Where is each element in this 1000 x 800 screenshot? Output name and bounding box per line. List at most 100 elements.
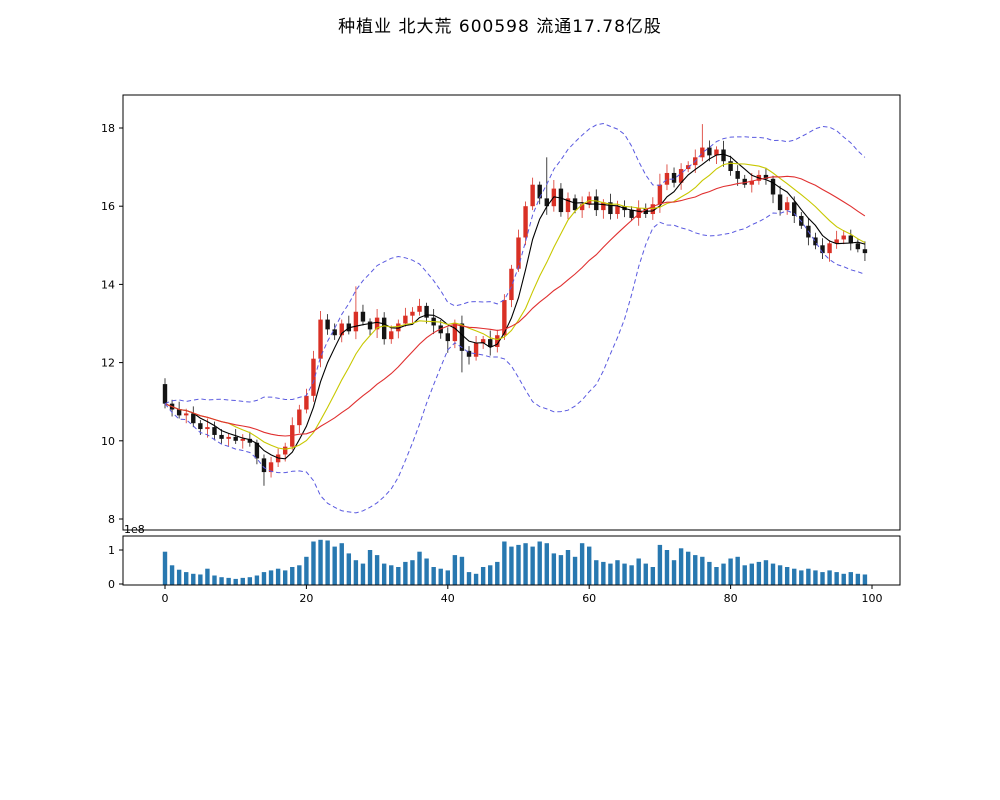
candle-body: [381, 317, 387, 340]
x-axis-ticks: 0 20 40 60 80 100: [162, 585, 883, 605]
volume-bar: [671, 560, 677, 585]
candle-body: [410, 311, 415, 316]
volume-bar: [212, 575, 217, 585]
volume-scale-offset-label: 1e8: [124, 523, 145, 536]
candle-body: [176, 409, 182, 416]
candle-body: [219, 434, 224, 439]
candle-body: [707, 147, 712, 156]
candle-body: [488, 339, 493, 347]
volume-bar: [226, 577, 231, 585]
volume-bar: [191, 573, 196, 585]
tick-label: 20: [299, 592, 313, 605]
ma10-line: [164, 162, 866, 450]
tick-label: 16: [101, 200, 115, 213]
volume-bar: [650, 567, 656, 585]
volume-y-axis-ticks: 01: [108, 544, 123, 591]
volume-bar: [325, 540, 330, 585]
volume-bar: [466, 572, 472, 585]
tick-label: 40: [441, 592, 455, 605]
volume-bar: [523, 543, 528, 585]
volume-bar: [502, 541, 507, 585]
volume-bar: [693, 555, 698, 585]
candle-body: [495, 335, 500, 347]
candle-body: [516, 237, 521, 269]
candle-body: [678, 169, 684, 183]
candle-body: [777, 194, 783, 211]
candle-body: [459, 323, 465, 351]
volume-bar: [834, 572, 839, 585]
candle-body: [636, 208, 641, 218]
volume-bars-layer: [162, 539, 868, 585]
candle-body: [763, 174, 769, 179]
price-plot-area: [162, 122, 868, 514]
volume-bar: [664, 550, 670, 585]
candle-body: [247, 438, 253, 443]
candle-body: [862, 249, 868, 254]
volume-bar: [700, 556, 705, 585]
candle-body: [558, 188, 564, 213]
candle-body: [184, 413, 189, 416]
volume-bar: [360, 563, 366, 585]
ma5-line: [164, 153, 866, 460]
candle-body: [297, 409, 302, 426]
candle-body: [311, 358, 316, 396]
candle-body: [304, 395, 309, 410]
volume-bar: [813, 570, 818, 585]
volume-bar: [473, 573, 479, 585]
volume-bar: [784, 567, 790, 585]
volume-bar: [848, 572, 853, 585]
candle-body: [198, 423, 203, 430]
volume-bar: [756, 561, 762, 585]
volume-bar: [799, 570, 804, 585]
candle-body: [240, 438, 245, 441]
volume-bar: [268, 570, 274, 585]
volume-bar: [389, 565, 394, 585]
volume-bar: [820, 572, 825, 585]
volume-bar: [721, 563, 726, 585]
volume-bar: [332, 546, 337, 585]
volume-bar: [678, 548, 684, 585]
candle-body: [834, 239, 839, 244]
volume-bar: [777, 565, 783, 585]
candle-body: [212, 427, 217, 435]
candle-body: [664, 172, 670, 185]
candle-body: [389, 331, 394, 340]
volume-bar: [544, 543, 549, 585]
volume-bar: [587, 546, 592, 585]
tick-label: 60: [582, 592, 596, 605]
tick-label: 80: [724, 592, 738, 605]
volume-bar: [438, 568, 443, 585]
candle-body: [827, 243, 832, 254]
tick-label: 8: [108, 513, 115, 526]
volume-bar: [261, 572, 267, 585]
volume-bar: [565, 550, 571, 585]
volume-bar: [219, 577, 224, 585]
tick-label: 0: [108, 578, 115, 591]
candle-body: [579, 204, 585, 211]
volume-bar: [495, 561, 500, 585]
volume-bar: [311, 541, 316, 585]
candle-body: [268, 462, 274, 473]
candle-body: [509, 268, 514, 301]
candle-body: [841, 235, 846, 240]
candle-body: [608, 202, 613, 215]
volume-bar: [806, 568, 811, 585]
candle-body: [728, 161, 733, 172]
volume-bar: [445, 570, 450, 585]
volume-bar: [862, 574, 868, 585]
volume-bar: [763, 560, 769, 585]
candle-body: [417, 305, 422, 312]
volume-bar: [367, 550, 373, 585]
volume-bar: [572, 556, 578, 585]
volume-bar: [615, 560, 620, 585]
candle-body: [749, 180, 755, 185]
candle-body: [254, 442, 260, 459]
volume-bar: [537, 541, 542, 585]
volume-bar: [643, 563, 648, 585]
candle-body: [339, 323, 344, 336]
volume-bar: [530, 546, 535, 585]
candles-layer: [162, 124, 868, 486]
ma20-line: [164, 175, 866, 437]
